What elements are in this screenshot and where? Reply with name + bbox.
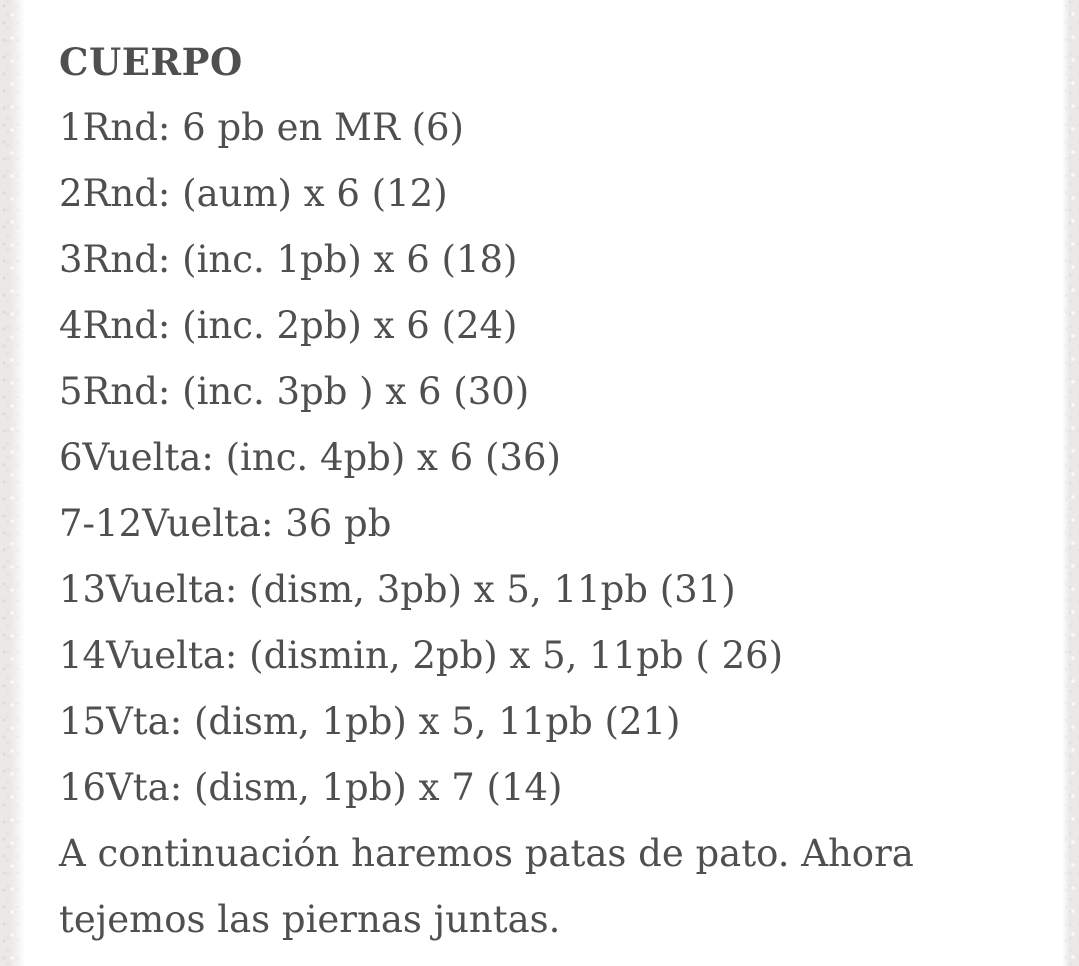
pattern-line-round-6: 6Vuelta: (inc. 4pb) x 6 (36) — [59, 436, 561, 479]
section-heading: CUERPO — [59, 40, 243, 84]
pattern-line-round-7-12: 7-12Vuelta: 36 pb — [59, 502, 392, 545]
pattern-line-round-5: 5Rnd: (inc. 3pb ) x 6 (30) — [59, 370, 530, 413]
note-paragraph: A continuación haremos patas de pato. Ah… — [59, 832, 914, 941]
left-page-edge-texture — [0, 0, 26, 966]
pattern-line-round-4: 4Rnd: (inc. 2pb) x 6 (24) — [59, 304, 518, 347]
pattern-line-round-16: 16Vta: (dism, 1pb) x 7 (14) — [59, 766, 563, 809]
pattern-line-round-14: 14Vuelta: (dismin, 2pb) x 5, 11pb ( 26) — [59, 634, 784, 677]
pattern-line-round-3: 3Rnd: (inc. 1pb) x 6 (18) — [59, 238, 518, 281]
pattern-line-round-1: 1Rnd: 6 pb en MR (6) — [59, 106, 464, 149]
pattern-line-round-15: 15Vta: (dism, 1pb) x 5, 11pb (21) — [59, 700, 681, 743]
pattern-line-round-13: 13Vuelta: (dism, 3pb) x 5, 11pb (31) — [59, 568, 736, 611]
pattern-line-round-2: 2Rnd: (aum) x 6 (12) — [59, 172, 448, 215]
right-page-edge-texture — [1062, 0, 1079, 966]
